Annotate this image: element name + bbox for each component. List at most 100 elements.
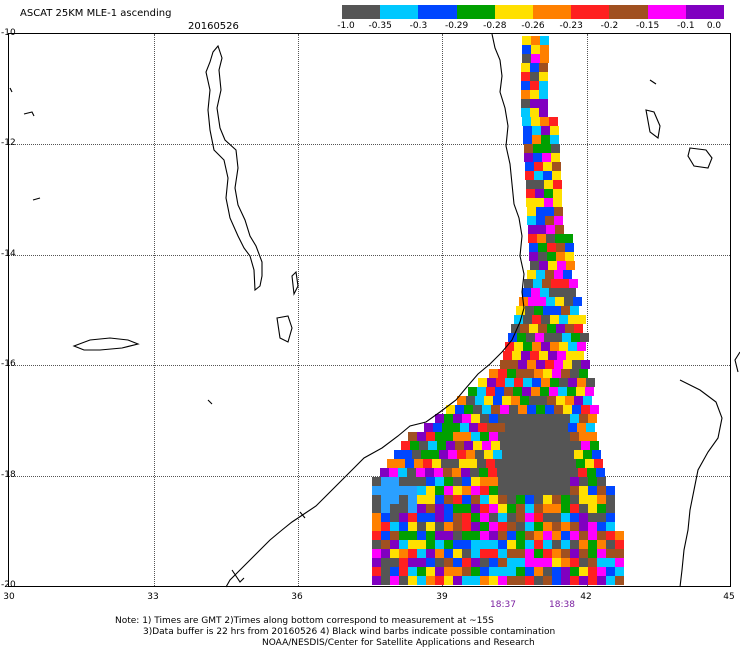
swath-cell <box>448 450 457 459</box>
swath-cell <box>570 369 579 378</box>
swath-cell <box>468 387 477 396</box>
swath-cell <box>547 396 556 405</box>
gridline-lon-36 <box>298 34 299 586</box>
swath-cell <box>417 576 426 585</box>
swath-cell <box>507 531 516 540</box>
swath-cell <box>565 243 574 252</box>
swath-cell <box>509 405 518 414</box>
swath-cell <box>423 459 432 468</box>
swath-cell <box>513 387 522 396</box>
swath-cell <box>588 486 597 495</box>
swath-cell <box>504 387 513 396</box>
swath-cell <box>444 522 453 531</box>
swath-cell <box>606 486 615 495</box>
swath-cell <box>547 450 556 459</box>
swath-cell <box>480 549 489 558</box>
swath-cell <box>543 432 552 441</box>
swath-cell <box>552 513 561 522</box>
swath-cell <box>480 432 489 441</box>
swath-cell <box>563 441 572 450</box>
colorbar-segment <box>380 5 419 19</box>
swath-cell <box>550 378 559 387</box>
swath-cell <box>579 369 588 378</box>
swath-cell <box>399 513 408 522</box>
swath-cell <box>586 423 595 432</box>
swath-cell <box>536 270 545 279</box>
swath-cell <box>575 351 584 360</box>
swath-cell <box>433 423 442 432</box>
swath-cell <box>489 477 498 486</box>
swath-cell <box>588 504 597 513</box>
swath-cell <box>521 99 530 108</box>
swath-cell <box>466 396 475 405</box>
swath-cell <box>561 432 570 441</box>
swath-cell <box>452 468 461 477</box>
swath-cell <box>491 405 500 414</box>
swath-cell <box>615 540 624 549</box>
swath-cell <box>405 459 414 468</box>
swath-cell <box>435 495 444 504</box>
swath-cell <box>489 432 498 441</box>
swath-cell <box>552 171 561 180</box>
swath-cell <box>372 558 381 567</box>
swath-cell <box>541 315 550 324</box>
swath-cell <box>551 144 560 153</box>
swath-cell <box>534 486 543 495</box>
swath-cell <box>561 540 570 549</box>
swath-cell <box>552 369 561 378</box>
swath-cell <box>399 576 408 585</box>
swath-cell <box>471 414 480 423</box>
swath-cell <box>417 522 426 531</box>
swath-cell <box>387 459 396 468</box>
swath-cell <box>543 567 552 576</box>
swath-cell <box>552 522 561 531</box>
colorbar-segment <box>418 5 458 19</box>
swath-cell <box>570 513 579 522</box>
swath-cell <box>554 441 563 450</box>
swath-cell <box>569 468 578 477</box>
swath-cell <box>557 261 566 270</box>
swath-cell <box>516 486 525 495</box>
map-date: 20160526 <box>188 21 239 32</box>
swath-cell <box>579 432 588 441</box>
swath-cell <box>380 468 389 477</box>
swath-cell <box>526 189 535 198</box>
swath-cell <box>444 549 453 558</box>
swath-cell <box>511 396 520 405</box>
swath-cell <box>507 486 516 495</box>
swath-cell <box>568 342 577 351</box>
swath-cell <box>583 396 592 405</box>
swath-cell <box>531 54 540 63</box>
swath-cell <box>561 306 570 315</box>
swath-cell <box>453 576 462 585</box>
swath-cell <box>381 531 390 540</box>
swath-cell <box>372 522 381 531</box>
swath-cell <box>552 162 561 171</box>
swath-cell <box>587 468 596 477</box>
swath-cell <box>372 540 381 549</box>
swath-cell <box>572 405 581 414</box>
swath-cell <box>525 522 534 531</box>
swath-cell <box>542 279 551 288</box>
swath-cell <box>535 198 544 207</box>
swath-cell <box>531 36 540 45</box>
swath-cell <box>489 522 498 531</box>
swath-cell <box>579 549 588 558</box>
swath-cell <box>524 153 533 162</box>
swath-cell <box>471 567 480 576</box>
swath-cell <box>480 504 489 513</box>
swath-cell <box>530 90 539 99</box>
swath-cell <box>435 558 444 567</box>
swath-cell <box>561 567 570 576</box>
swath-cell <box>597 540 606 549</box>
swath-cell <box>579 522 588 531</box>
swath-cell <box>556 396 565 405</box>
swath-cell <box>531 288 540 297</box>
colorbar-segment <box>533 5 572 19</box>
swath-cell <box>530 81 539 90</box>
swath-cell <box>491 441 500 450</box>
note-line-2: 3)Data buffer is 22 hrs from 20160526 4)… <box>143 627 556 637</box>
swath-cell <box>530 99 539 108</box>
swath-cell <box>534 504 543 513</box>
swath-cell <box>540 387 549 396</box>
